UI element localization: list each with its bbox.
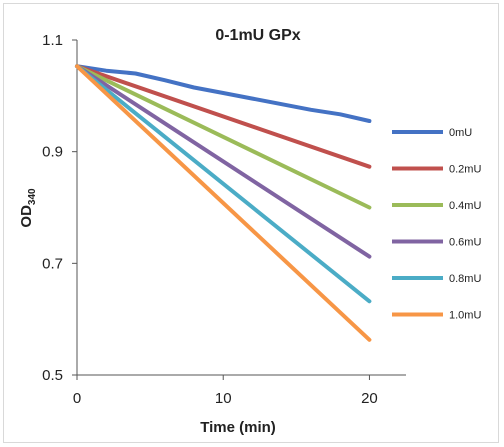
series-line [75, 64, 372, 210]
series-line [75, 64, 372, 123]
y-tick-label: 0.9 [42, 144, 63, 161]
legend-label: 0.8mU [449, 273, 481, 285]
legend-label: 0.6mU [449, 237, 481, 249]
legend: 0mU 0.2mU 0.4mU 0.6mU 0.8mU 1.0mU [392, 127, 481, 322]
y-axis-label-main: OD [18, 205, 35, 228]
y-axis-label-subscript: 340 [27, 188, 38, 205]
y-tick-label: 1.1 [42, 32, 63, 49]
series-layer [75, 64, 372, 342]
svg-text:OD340: OD340 [18, 188, 38, 228]
series-line [75, 64, 372, 342]
series-line [75, 64, 372, 259]
y-axis-label: OD340 [18, 188, 38, 228]
x-tick-label: 0 [73, 390, 81, 407]
axes: 0.5 0.7 0.9 1.1 0 10 20 [42, 32, 406, 407]
legend-label: 0.2mU [449, 164, 481, 176]
legend-label: 0.4mU [449, 200, 481, 212]
y-tick-label: 0.7 [42, 255, 63, 272]
x-axis-label: Time (min) [200, 419, 276, 436]
x-tick-label: 10 [215, 390, 232, 407]
chart-title: 0-1mU GPx [215, 27, 300, 44]
legend-label: 0mU [449, 127, 472, 139]
series-line [75, 64, 372, 169]
y-tick-label: 0.5 [42, 367, 63, 384]
series-line [75, 64, 372, 304]
x-tick-label: 20 [361, 390, 378, 407]
legend-label: 1.0mU [449, 310, 481, 322]
